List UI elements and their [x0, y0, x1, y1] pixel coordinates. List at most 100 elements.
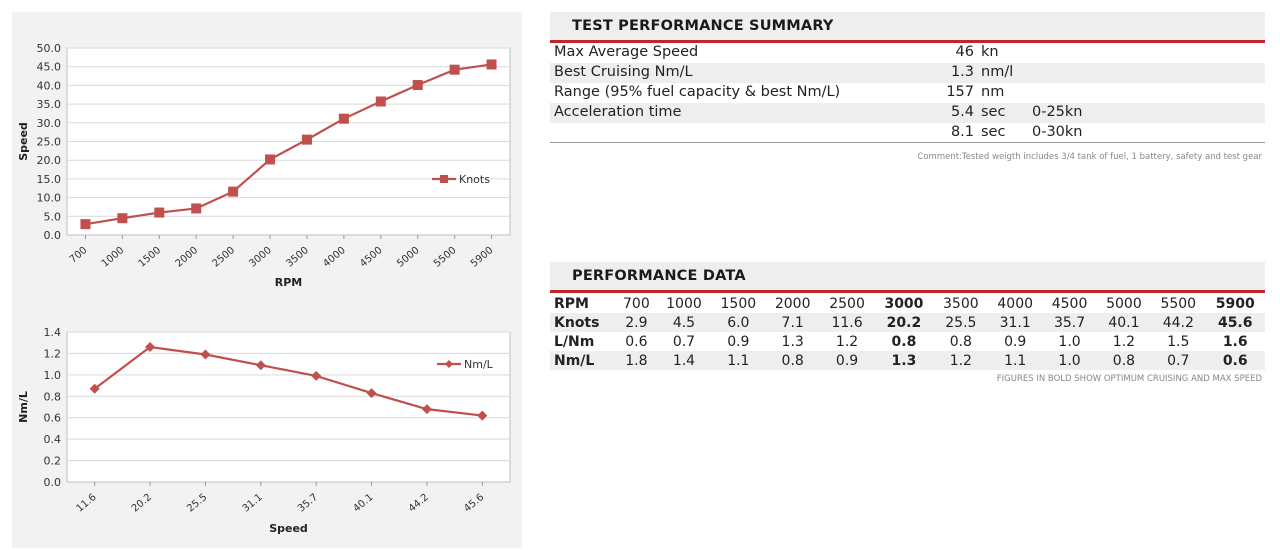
table-cell: 0.8 — [891, 333, 917, 350]
summary-row: Acceleration time 5.4 sec 0-25kn — [550, 103, 1265, 123]
summary-unit: nm/l — [981, 64, 1014, 80]
y-tick-label: 20.0 — [37, 154, 62, 167]
data-point — [338, 113, 349, 124]
y-tick-label: 0.0 — [44, 229, 62, 242]
y-tick-label: 30.0 — [37, 117, 62, 130]
table-cell: 25.5 — [933, 313, 989, 332]
y-axis-title: Speed — [17, 122, 30, 161]
series-line — [85, 63, 492, 226]
y-tick-label: 15.0 — [37, 173, 62, 186]
y-tick-label: 5.0 — [44, 210, 62, 223]
data-point — [311, 370, 322, 381]
data-point — [301, 134, 312, 145]
data-point — [228, 186, 239, 197]
table-cell: 5000 — [1106, 295, 1142, 312]
summary-row: Best Cruising Nm/L 1.3 nm/l — [550, 63, 1265, 83]
summary-row: Max Average Speed 46 kn — [550, 43, 1265, 63]
summary-unit: nm — [981, 84, 1005, 100]
x-tick-label: 700 — [68, 245, 90, 266]
data-point — [191, 203, 202, 214]
data-point — [477, 410, 488, 421]
y-tick-label: 0.2 — [44, 455, 62, 468]
speed-vs-rpm-chart: 0.0 5.0 10.0 15.0 20.0 25.0 30.0 35.0 40.0 45.0 50… — [17, 42, 511, 289]
table-cell: 44.2 — [1151, 313, 1206, 332]
y-tick-label: 1.0 — [44, 369, 62, 382]
x-tick-label: 4000 — [321, 245, 348, 270]
table-cell: 1.2 — [933, 351, 989, 370]
x-tick-label: 5000 — [395, 245, 422, 270]
data-point — [366, 388, 377, 399]
table-cell: 45.6 — [1205, 313, 1265, 332]
table-cell: 1.0 — [1058, 333, 1081, 350]
data-point — [449, 64, 460, 75]
table-row: L/Nm 0.6 0.7 0.9 1.3 1.2 0.8 0.8 0.9 1.0 1.2 1.5 1.6 — [550, 332, 1265, 351]
summary-comment: Comment:Tested weigth includes 3/4 tank … — [917, 152, 1262, 162]
y-tick-label: 0.8 — [44, 390, 62, 403]
data-point — [375, 96, 386, 107]
y-tick-label: 0.4 — [44, 433, 62, 446]
x-tick-label: 5900 — [469, 245, 496, 270]
table-cell: 0.9 — [727, 333, 750, 350]
summary-value: 1.3 — [950, 64, 974, 80]
table-cell: 0.7 — [1151, 351, 1206, 370]
data-point — [154, 207, 165, 218]
data-point — [265, 154, 276, 165]
table-cell: 0.8 — [765, 351, 820, 370]
table-cell: 3500 — [943, 295, 979, 312]
summary-label: Acceleration time — [554, 104, 682, 120]
row-header: Knots — [550, 313, 616, 332]
legend-marker — [445, 360, 453, 368]
table-row: RPM 700 1000 1500 2000 2500 3000 3500 4000 4500 50… — [550, 294, 1265, 313]
data-point — [145, 342, 156, 352]
table-cell: 20.2 — [874, 313, 934, 332]
x-tick-label: 31.1 — [241, 492, 265, 515]
y-tick-label: 45.0 — [37, 61, 62, 74]
legend-marker — [440, 175, 448, 183]
summary-unit: kn — [981, 44, 999, 60]
table-cell: 3000 — [884, 295, 924, 312]
x-axis-title: RPM — [275, 276, 302, 289]
nml-vs-speed-chart: 0.0 0.2 0.4 0.6 0.8 1.0 1.2 1.4 11.6 20.2 25.5 31.1… — [17, 326, 511, 535]
y-tick-label: 0.0 — [44, 476, 62, 489]
table-cell: 7.1 — [765, 313, 820, 332]
table-cell: 1.3 — [781, 333, 804, 350]
summary-label: Best Cruising Nm/L — [554, 64, 693, 80]
y-tick-label: 50.0 — [37, 42, 62, 55]
table-cell: 1.2 — [1112, 333, 1136, 350]
table-cell: 0.8 — [1096, 351, 1152, 370]
table-cell: 1.6 — [1222, 333, 1248, 350]
summary-unit: sec — [981, 104, 1006, 120]
data-point — [117, 213, 128, 224]
y-tick-label: 0.6 — [44, 412, 62, 425]
series-line — [94, 345, 483, 417]
data-point — [486, 59, 497, 70]
summary-value: 5.4 — [950, 104, 974, 120]
y-tick-label: 25.0 — [37, 136, 62, 149]
plot-area — [66, 331, 511, 483]
table-cell: 1500 — [720, 295, 757, 312]
x-tick-label: 1500 — [137, 245, 164, 270]
row-header: RPM — [554, 295, 589, 312]
table-cell: 35.7 — [1042, 313, 1097, 332]
table-cell: 1.2 — [835, 333, 859, 350]
summary-unit: sec — [981, 124, 1006, 140]
row-header: Nm/L — [550, 351, 616, 370]
x-tick-label: 45.6 — [462, 492, 486, 515]
table-row: Knots 2.9 4.5 6.0 7.1 11.6 20.2 25.5 31.1 35.7 40.… — [550, 313, 1265, 332]
performance-header: PERFORMANCE DATA — [550, 262, 1265, 293]
table-cell: 0.7 — [672, 333, 696, 350]
summary-value: 8.1 — [950, 124, 974, 140]
table-cell: 6.0 — [711, 313, 766, 332]
table-cell: 2.9 — [616, 313, 657, 332]
y-tick-label: 1.2 — [44, 347, 62, 360]
y-tick-label: 10.0 — [37, 192, 62, 205]
table-cell: 1.1 — [988, 351, 1043, 370]
table-cell: 1.1 — [711, 351, 766, 370]
data-point — [421, 404, 432, 415]
data-point — [89, 383, 100, 394]
summary-note: 0-30kn — [1032, 124, 1083, 140]
x-tick-label: 4500 — [358, 245, 385, 270]
table-cell: 2500 — [829, 295, 865, 312]
legend-label: Nm/L — [464, 358, 494, 371]
summary-title: TEST PERFORMANCE SUMMARY — [572, 18, 834, 34]
